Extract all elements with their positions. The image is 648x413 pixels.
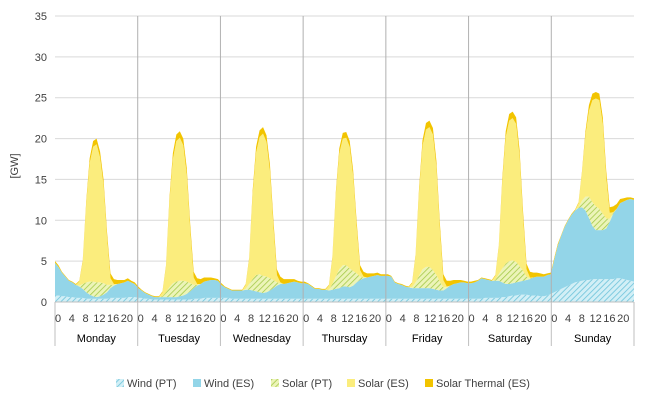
- x-tick-label: 12: [341, 313, 353, 325]
- x-tick-label: 16: [355, 313, 367, 325]
- x-tick-label: 12: [93, 313, 105, 325]
- area-solar-es: [55, 98, 634, 298]
- x-tick-label: 8: [331, 313, 337, 325]
- x-tick-label: 20: [204, 313, 216, 325]
- day-label: Monday: [77, 333, 117, 345]
- x-tick-label: 0: [55, 313, 61, 325]
- legend-swatch: [116, 379, 124, 387]
- y-tick-label: 0: [41, 297, 47, 309]
- area-wind-es: [55, 199, 634, 300]
- x-tick-label: 8: [413, 313, 419, 325]
- x-tick-label: 0: [138, 313, 144, 325]
- x-tick-label: 20: [452, 313, 464, 325]
- legend-swatch: [425, 379, 433, 387]
- day-label: Tuesday: [158, 333, 200, 345]
- x-tick-label: 8: [496, 313, 502, 325]
- x-tick-label: 0: [386, 313, 392, 325]
- x-tick-label: 16: [603, 313, 615, 325]
- legend-swatch: [193, 379, 201, 387]
- y-tick-label: 30: [35, 52, 47, 64]
- x-tick-label: 4: [400, 313, 406, 325]
- area-solar-thermal-es: [55, 91, 634, 298]
- area-solar-pt: [55, 196, 634, 298]
- y-tick-label: 25: [35, 93, 47, 105]
- x-tick-label: 4: [69, 313, 75, 325]
- x-tick-label: 16: [521, 313, 533, 325]
- x-tick-label: 16: [272, 313, 284, 325]
- legend: Wind (PT) Wind (ES) Solar (PT) Solar (ES) So…: [116, 378, 530, 390]
- y-tick-label: 35: [35, 11, 47, 23]
- x-tick-label: 20: [534, 313, 546, 325]
- x-tick-label: 0: [303, 313, 309, 325]
- x-tick-label: 16: [107, 313, 119, 325]
- x-tick-label: 8: [579, 313, 585, 325]
- x-tick-label: 0: [469, 313, 475, 325]
- legend-label: Wind (PT): [127, 378, 177, 390]
- y-tick-label: 10: [35, 215, 47, 227]
- x-tick-label: 4: [482, 313, 488, 325]
- x-tick-label: 8: [165, 313, 171, 325]
- series-areas: [55, 91, 634, 302]
- x-tick-label: 4: [317, 313, 323, 325]
- legend-label: Solar (PT): [282, 378, 332, 390]
- y-tick-label: 5: [41, 256, 47, 268]
- day-label: Sunday: [574, 333, 612, 345]
- day-label: Friday: [412, 333, 443, 345]
- x-tick-label: 8: [248, 313, 254, 325]
- y-axis-label: [GW]: [9, 153, 21, 178]
- legend-label: Solar (ES): [358, 378, 409, 390]
- x-tick-label: 12: [176, 313, 188, 325]
- x-tick-label: 20: [369, 313, 381, 325]
- y-tick-label: 20: [35, 134, 47, 146]
- legend-swatch: [347, 379, 355, 387]
- day-label: Saturday: [488, 333, 533, 345]
- legend-label: Solar Thermal (ES): [436, 378, 530, 390]
- x-tick-label: 8: [83, 313, 89, 325]
- y-tick-label: 15: [35, 174, 47, 186]
- area-wind-pt: [55, 278, 634, 302]
- legend-label: Wind (ES): [204, 378, 254, 390]
- day-label: Thursday: [322, 333, 368, 345]
- x-tick-label: 20: [617, 313, 629, 325]
- x-tick-label: 12: [590, 313, 602, 325]
- x-tick-label: 12: [507, 313, 519, 325]
- x-tick-label: 20: [121, 313, 133, 325]
- x-tick-label: 16: [190, 313, 202, 325]
- x-tick-label: 20: [286, 313, 298, 325]
- x-tick-label: 4: [565, 313, 571, 325]
- x-tick-label: 12: [424, 313, 436, 325]
- x-tick-label: 4: [151, 313, 157, 325]
- legend-swatch: [271, 379, 279, 387]
- x-tick-label: 16: [438, 313, 450, 325]
- x-tick-label: 4: [234, 313, 240, 325]
- x-tick-label: 0: [551, 313, 557, 325]
- x-tick-label: 0: [220, 313, 226, 325]
- day-label: Wednesday: [233, 333, 291, 345]
- x-tick-label: 12: [259, 313, 271, 325]
